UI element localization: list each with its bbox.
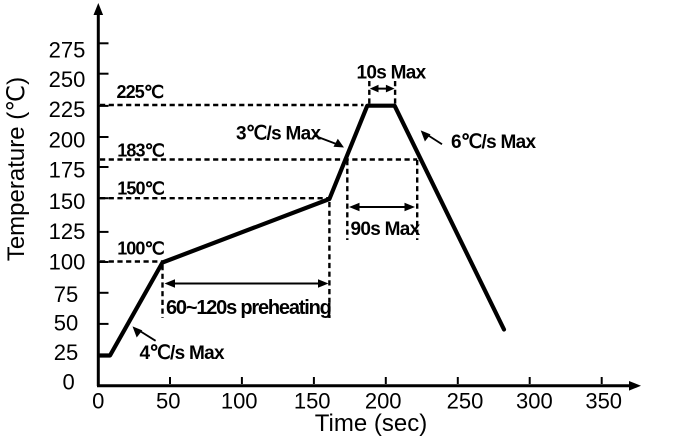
svg-text:100: 100: [221, 389, 258, 414]
svg-text:3℃/s Max: 3℃/s Max: [236, 124, 322, 145]
svg-text:50: 50: [54, 311, 78, 336]
svg-text:150: 150: [294, 389, 331, 414]
svg-text:0: 0: [92, 389, 104, 414]
svg-text:300: 300: [516, 389, 553, 414]
svg-text:4℃/s Max: 4℃/s Max: [140, 343, 226, 364]
svg-text:90s Max: 90s Max: [351, 219, 421, 240]
svg-text:50: 50: [156, 389, 180, 414]
svg-text:175: 175: [49, 158, 86, 183]
svg-text:200: 200: [365, 389, 402, 414]
svg-text:10s Max: 10s Max: [357, 62, 427, 83]
svg-text:250: 250: [447, 389, 484, 414]
svg-text:Time (sec): Time (sec): [315, 410, 427, 437]
svg-text:150℃: 150℃: [117, 179, 164, 199]
svg-text:225: 225: [49, 97, 86, 122]
svg-text:6℃/s Max: 6℃/s Max: [451, 132, 537, 153]
svg-text:225℃: 225℃: [117, 82, 164, 102]
svg-text:60~120s preheating: 60~120s preheating: [166, 297, 331, 319]
svg-text:100: 100: [49, 250, 86, 275]
svg-text:150: 150: [49, 189, 86, 214]
svg-text:183℃: 183℃: [117, 140, 164, 160]
svg-text:200: 200: [49, 128, 86, 153]
svg-text:100℃: 100℃: [117, 238, 164, 258]
svg-text:250: 250: [49, 67, 86, 92]
svg-text:0: 0: [62, 370, 74, 395]
svg-text:275: 275: [49, 38, 86, 63]
svg-text:75: 75: [54, 282, 78, 307]
svg-text:25: 25: [54, 340, 78, 365]
svg-text:125: 125: [49, 219, 86, 244]
svg-text:350: 350: [585, 389, 622, 414]
svg-text:Temperature (℃): Temperature (℃): [3, 77, 30, 261]
